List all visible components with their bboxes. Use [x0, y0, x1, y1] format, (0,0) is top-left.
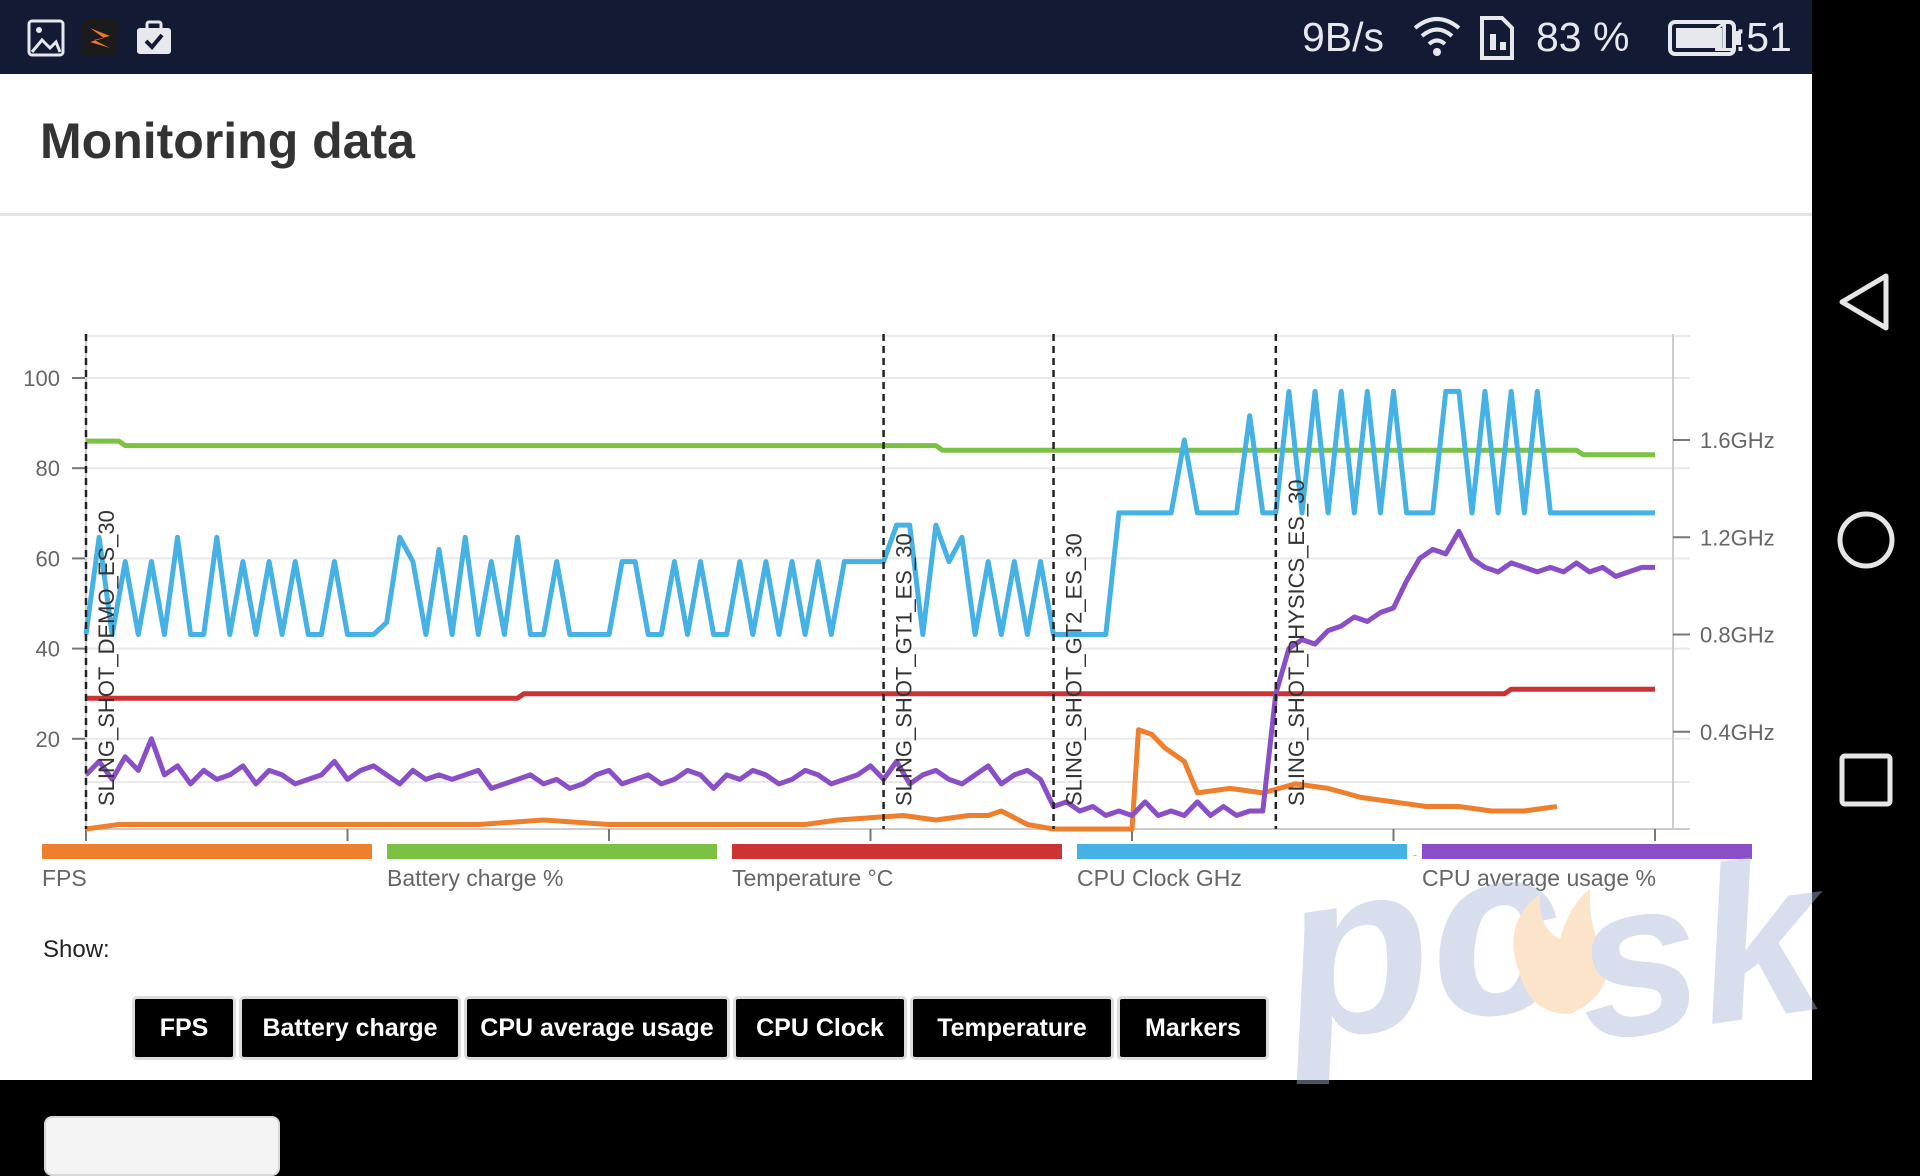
- clock-time: 1:51: [1712, 14, 1792, 60]
- page-title: Monitoring data: [40, 113, 415, 169]
- y-right-tick-label: 0.8GHz: [1700, 623, 1775, 648]
- navigation-bar: [1812, 0, 1920, 1080]
- marker-label: SLING_SHOT_DEMO_ES_30: [94, 510, 119, 806]
- show-battery-charge-button[interactable]: Battery charge: [239, 996, 461, 1060]
- app-flame-icon: [82, 20, 118, 56]
- legend-label-battery: Battery charge %: [387, 865, 564, 891]
- y-left-tick-label: 100: [23, 366, 60, 391]
- sim-data-icon: [1480, 16, 1514, 60]
- legend-swatch-fps: [42, 844, 372, 859]
- legend-swatch-battery: [387, 844, 717, 859]
- legend-item-cpu-usage: CPU average usage %: [1422, 844, 1752, 892]
- bottom-card: [44, 1116, 280, 1176]
- legend-item-cpu-clock: CPU Clock GHz: [1077, 844, 1407, 892]
- legend-swatch-temperature: [732, 844, 1062, 859]
- legend-item-fps: FPS: [42, 844, 372, 892]
- y-right-tick-label: 1.6GHz: [1700, 428, 1775, 453]
- briefcase-check-icon: [137, 20, 171, 54]
- battery-icon: [1668, 20, 1741, 56]
- show-cpu-average-usage-button[interactable]: CPU average usage: [464, 996, 730, 1060]
- y-left-tick-label: 40: [36, 637, 60, 662]
- wifi-icon: [1413, 17, 1461, 56]
- legend-item-temperature: Temperature °C: [732, 844, 1062, 892]
- recents-icon[interactable]: [1826, 740, 1906, 820]
- y-right-tick-label: 0.4GHz: [1700, 720, 1775, 745]
- show-fps-button[interactable]: FPS: [132, 996, 236, 1060]
- y-left-tick-label: 20: [36, 727, 60, 752]
- monitoring-chart: 204060801000.4GHz0.8GHz1.2GHz1.6GHz00:00…: [23, 334, 1775, 856]
- show-temperature-button[interactable]: Temperature: [910, 996, 1114, 1060]
- status-bar: 9B/s 83 % 1:51: [0, 0, 1812, 74]
- battery-percent: 83 %: [1536, 14, 1630, 60]
- home-icon[interactable]: [1826, 500, 1906, 580]
- show-cpu-clock-button[interactable]: CPU Clock: [733, 996, 907, 1060]
- show-markers-button[interactable]: Markers: [1117, 996, 1269, 1060]
- marker-label: SLING_SHOT_GT2_ES_30: [1062, 533, 1087, 806]
- marker-label: SLING_SHOT_PHYSICS_ES_30: [1284, 480, 1309, 806]
- y-left-tick-label: 80: [36, 456, 60, 481]
- legend-label-cpu-usage: CPU average usage %: [1422, 865, 1656, 891]
- series-line-fps: [85, 727, 1558, 832]
- y-left-tick-label: 60: [36, 546, 60, 571]
- legend-label-cpu-clock: CPU Clock GHz: [1077, 865, 1242, 891]
- series-line-cpu-average-usage: [84, 528, 1655, 818]
- legend-label-temperature: Temperature °C: [732, 865, 894, 891]
- page-header: Monitoring data: [0, 74, 1812, 216]
- gallery-icon: [27, 19, 65, 57]
- series-line-temperature-c: [86, 686, 1655, 701]
- marker-label: SLING_SHOT_GT1_ES_30: [892, 533, 917, 806]
- legend-swatch-cpu-clock: [1077, 844, 1407, 859]
- y-right-tick-label: 1.2GHz: [1700, 525, 1775, 550]
- back-icon[interactable]: [1826, 262, 1906, 342]
- legend-swatch-cpu-usage: [1422, 844, 1752, 859]
- legend-item-battery: Battery charge %: [387, 844, 717, 892]
- series-line-battery-charge: [86, 438, 1655, 458]
- show-label: Show:: [43, 936, 110, 963]
- series-line-cpu-clock-ghz: [83, 388, 1655, 637]
- app-content: Monitoring data 20 40 60 80 100 0.4GHz 0.8GHz 1…: [0, 74, 1846, 1176]
- net-speed: 9B/s: [1302, 14, 1385, 60]
- legend-label-fps: FPS: [42, 865, 87, 891]
